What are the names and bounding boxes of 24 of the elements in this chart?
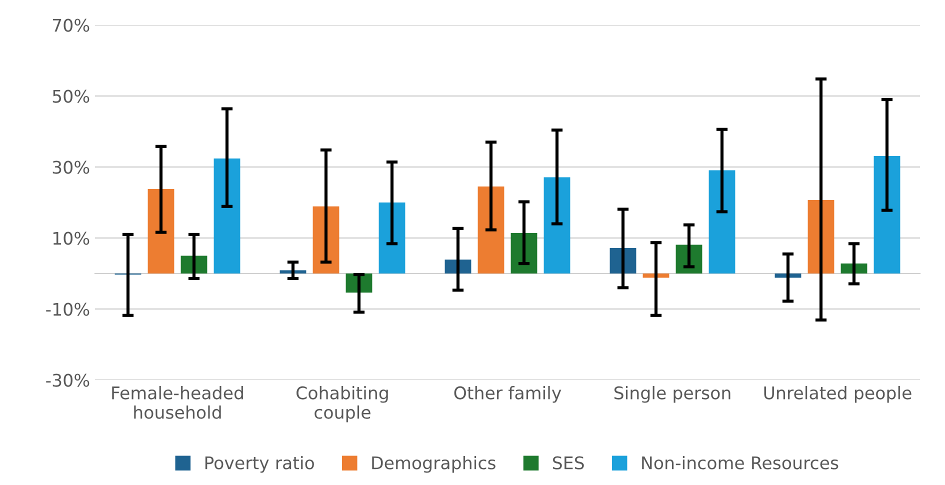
legend-label: SES: [552, 456, 584, 470]
x-tick-label: Female-headed household: [112, 386, 243, 419]
legend-label: Demographics: [372, 456, 496, 473]
bar: [708, 170, 736, 274]
x-tick-label: Other family: [454, 386, 562, 403]
y-tick-label: -30%: [46, 374, 90, 387]
x-tick-label: Cohabiting couple: [296, 386, 388, 422]
legend-label: Poverty ratio: [205, 456, 314, 473]
y-tick-label: 50%: [52, 90, 90, 103]
x-tick-label: Single person: [614, 386, 730, 403]
x-tick-label: Unrelated people: [764, 386, 912, 403]
bar: [874, 156, 900, 274]
y-tick-label: 10%: [53, 232, 90, 245]
y-tick-label: 30%: [52, 160, 90, 174]
y-tick-label: -10%: [46, 302, 90, 316]
bar: [148, 189, 174, 274]
bar: [774, 274, 802, 278]
legend-label: Non-income Resources: [642, 456, 838, 470]
bar: [544, 177, 570, 274]
bar: [378, 202, 406, 274]
bar: [214, 158, 240, 274]
y-tick-label: 70%: [52, 18, 90, 32]
bar: [642, 274, 670, 278]
bar: [478, 186, 504, 274]
